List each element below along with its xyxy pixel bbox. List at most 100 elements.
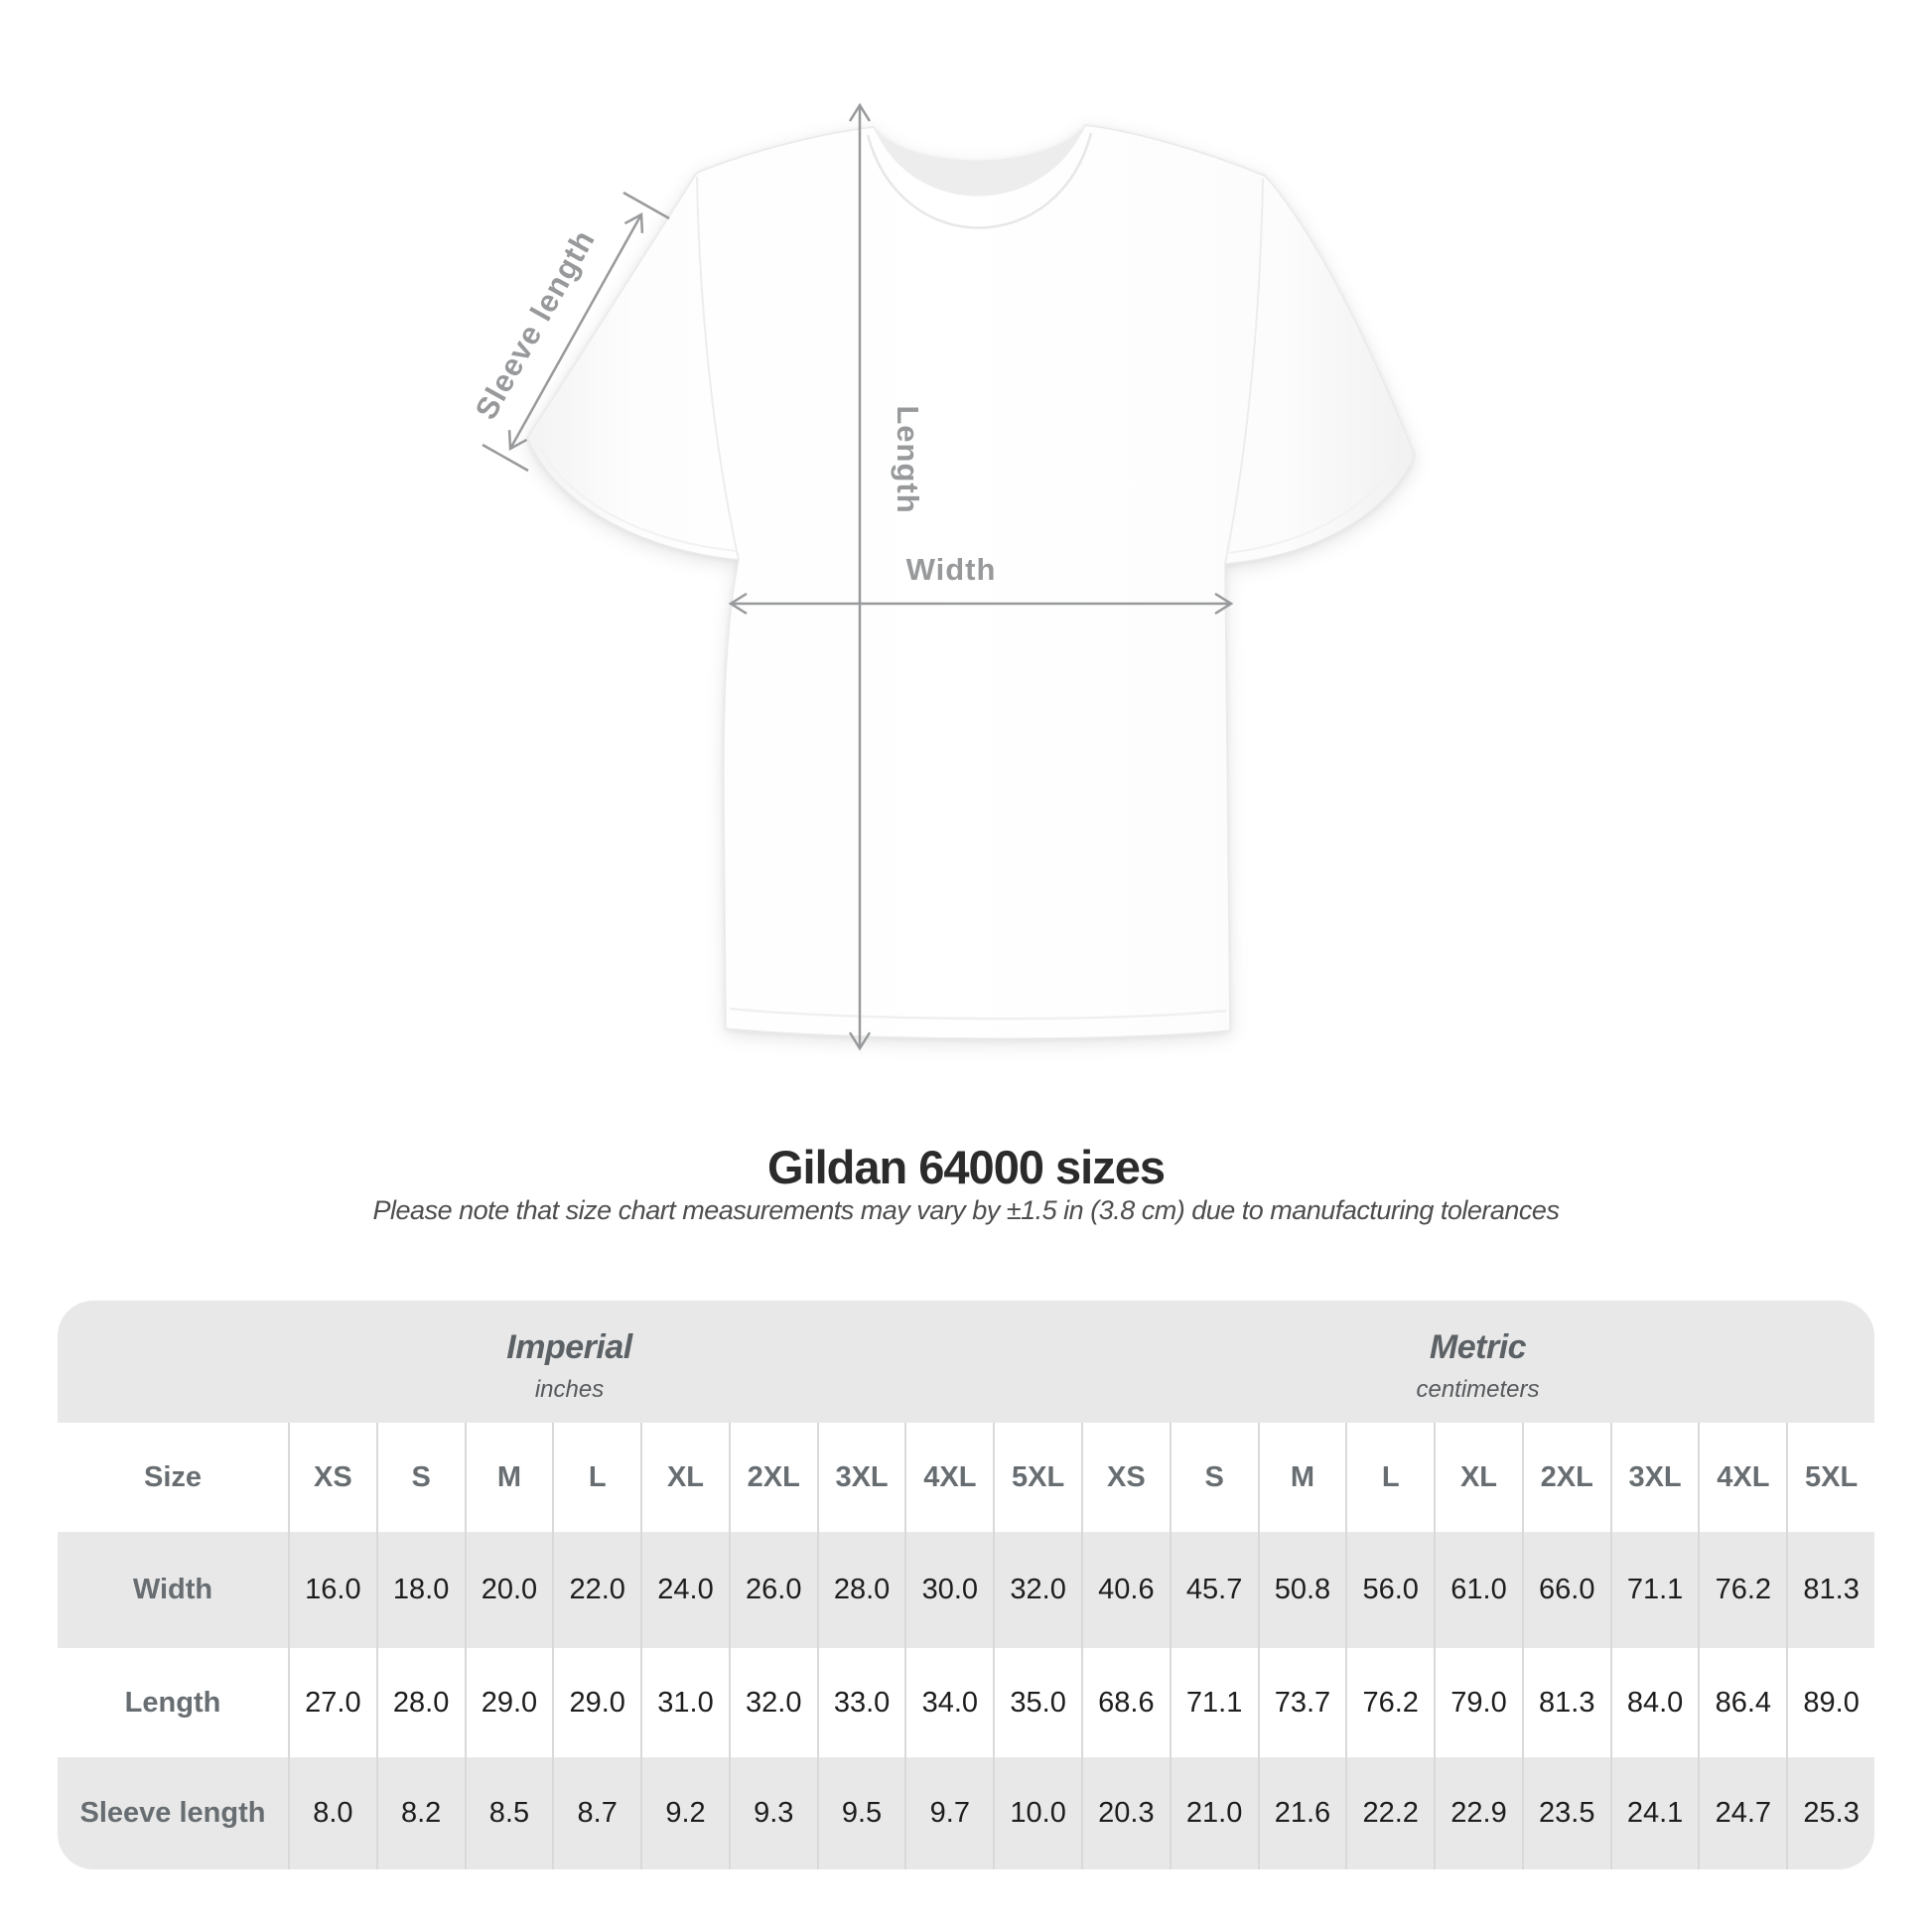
imperial-value: 16.0 (288, 1532, 376, 1648)
size-column-header: Size (58, 1423, 288, 1532)
imperial-value: 27.0 (288, 1648, 376, 1757)
metric-value: 50.8 (1257, 1532, 1346, 1648)
imperial-value: 8.0 (288, 1757, 376, 1869)
left-sleeve-seam (696, 176, 740, 561)
imperial-value: 28.0 (816, 1532, 905, 1648)
right-sleeve-seam (1224, 178, 1264, 565)
right-sleeve-hem-stitch (1226, 448, 1404, 554)
metric-value: 45.7 (1169, 1532, 1258, 1648)
imperial-value: 34.0 (904, 1648, 994, 1757)
size-header-metric: S (1169, 1423, 1258, 1532)
imperial-value: 9.3 (728, 1757, 817, 1869)
metric-label: Metric (1429, 1327, 1527, 1366)
size-header-metric: M (1257, 1423, 1346, 1532)
size-header-metric: L (1345, 1423, 1435, 1532)
collar-seam (866, 132, 1093, 229)
collar-opening (874, 125, 1085, 197)
imperial-value: 24.0 (640, 1532, 729, 1648)
metric-value: 40.6 (1081, 1532, 1170, 1648)
sleeve-length-tick-top (622, 191, 670, 220)
metric-value: 84.0 (1609, 1648, 1699, 1757)
metric-value: 23.5 (1521, 1757, 1610, 1869)
imperial-value: 30.0 (904, 1532, 993, 1648)
metric-value: 71.1 (1609, 1532, 1699, 1648)
size-header-imperial: S (375, 1423, 465, 1532)
metric-value: 20.3 (1081, 1757, 1170, 1869)
imperial-value: 20.0 (464, 1532, 553, 1648)
imperial-value: 35.0 (993, 1648, 1081, 1757)
metric-value: 73.7 (1257, 1648, 1346, 1757)
imperial-value: 9.2 (640, 1757, 729, 1869)
length-label: Length (891, 405, 925, 513)
metric-value: 71.1 (1169, 1648, 1258, 1757)
metric-value: 61.0 (1434, 1532, 1522, 1648)
metric-value: 21.0 (1169, 1757, 1258, 1869)
metric-value: 89.0 (1786, 1648, 1874, 1757)
sleeve-length-tick-bottom (482, 443, 529, 473)
size-header-metric: 3XL (1609, 1423, 1699, 1532)
row-label: Width (132, 1574, 213, 1605)
imperial-value: 28.0 (375, 1648, 465, 1757)
imperial-unit: inches (534, 1375, 605, 1403)
metric-value: 68.6 (1081, 1648, 1170, 1757)
size-header-metric: 4XL (1698, 1423, 1787, 1532)
size-header-imperial: 5XL (993, 1423, 1081, 1532)
imperial-value: 8.2 (375, 1757, 465, 1869)
metric-unit: centimeters (1416, 1375, 1540, 1403)
imperial-value: 29.0 (552, 1648, 641, 1757)
size-header-metric: XL (1434, 1423, 1522, 1532)
imperial-value: 9.5 (816, 1757, 905, 1869)
size-table: Imperial inches Metric centimeters Size X… (58, 1301, 1874, 1869)
metric-value: 22.9 (1434, 1757, 1522, 1869)
imperial-value: 33.0 (816, 1648, 905, 1757)
imperial-value: 18.0 (375, 1532, 465, 1648)
metric-value: 24.7 (1698, 1757, 1786, 1869)
metric-value: 56.0 (1345, 1532, 1434, 1648)
imperial-value: 32.0 (728, 1648, 817, 1757)
imperial-value: 8.5 (464, 1757, 553, 1869)
row-label: Length (58, 1648, 288, 1757)
imperial-label: Imperial (506, 1327, 632, 1366)
metric-value: 81.3 (1521, 1648, 1610, 1757)
imperial-value: 29.0 (464, 1648, 553, 1757)
size-header-imperial: XS (288, 1423, 376, 1532)
size-header-metric: 5XL (1786, 1423, 1874, 1532)
metric-value: 66.0 (1521, 1532, 1610, 1648)
size-header-imperial: XL (640, 1423, 729, 1532)
size-header-imperial: 3XL (816, 1423, 905, 1532)
metric-value: 86.4 (1698, 1648, 1787, 1757)
metric-section-header: Metric centimeters (1081, 1301, 1874, 1423)
width-label: Width (906, 552, 997, 587)
tshirt-figure: Sleeve length Length Width (469, 102, 1416, 1051)
hem-stitch (729, 1007, 1227, 1021)
size-header-imperial: 4XL (904, 1423, 994, 1532)
imperial-value: 10.0 (993, 1757, 1081, 1869)
metric-value: 24.1 (1609, 1757, 1699, 1869)
size-header-metric: XS (1081, 1423, 1170, 1532)
size-header-imperial: L (552, 1423, 641, 1532)
tshirt-graphic (526, 124, 1416, 1039)
metric-value: 79.0 (1434, 1648, 1522, 1757)
metric-value: 22.2 (1345, 1757, 1434, 1869)
imperial-value: 22.0 (552, 1532, 640, 1648)
metric-value: 76.2 (1698, 1532, 1786, 1648)
page-title: Gildan 64000 sizes (766, 1141, 1166, 1193)
metric-value: 76.2 (1345, 1648, 1435, 1757)
metric-value: 25.3 (1786, 1757, 1874, 1869)
size-header-metric: 2XL (1521, 1423, 1610, 1532)
imperial-section-header: Imperial inches (58, 1301, 1081, 1423)
imperial-value: 32.0 (993, 1532, 1081, 1648)
imperial-value: 31.0 (640, 1648, 729, 1757)
imperial-value: 9.7 (904, 1757, 993, 1869)
size-header-imperial: M (464, 1423, 553, 1532)
tolerance-note: Please note that size chart measurements… (372, 1195, 1560, 1225)
imperial-value: 8.7 (552, 1757, 640, 1869)
row-label: Sleeve length (79, 1797, 266, 1829)
size-header-imperial: 2XL (728, 1423, 817, 1532)
metric-value: 21.6 (1257, 1757, 1346, 1869)
sleeve-length-arrow (507, 211, 644, 452)
metric-value: 81.3 (1786, 1532, 1874, 1648)
left-sleeve-hem-stitch (538, 444, 738, 552)
imperial-value: 26.0 (728, 1532, 817, 1648)
